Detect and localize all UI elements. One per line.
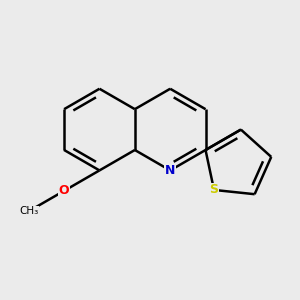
Text: S: S [209, 183, 218, 196]
Text: O: O [59, 184, 69, 197]
Text: N: N [165, 164, 175, 177]
Text: CH₃: CH₃ [19, 206, 38, 216]
